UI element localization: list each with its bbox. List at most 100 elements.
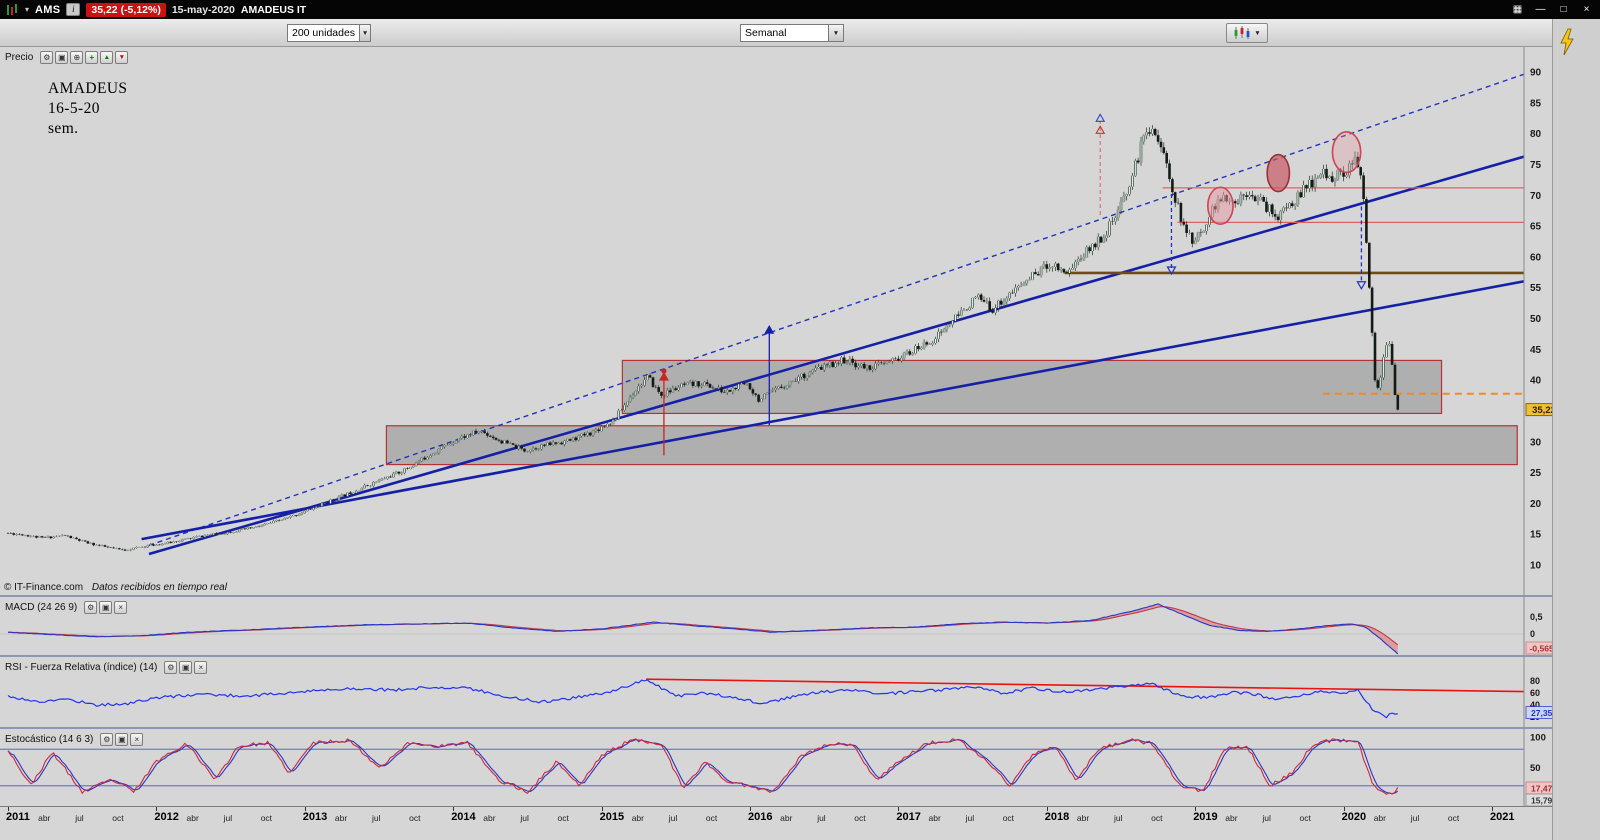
lightning-icon[interactable] bbox=[1558, 28, 1576, 56]
annotation-line: sem. bbox=[48, 120, 79, 137]
wrench-icon[interactable]: ⚙ bbox=[164, 661, 178, 674]
target-icon[interactable]: ⊕ bbox=[70, 51, 84, 64]
year-tick bbox=[1492, 807, 1493, 811]
axis-tick-label: 30 bbox=[1530, 437, 1542, 448]
right-sidebar-strip[interactable] bbox=[1552, 19, 1600, 840]
axis-month-label: abr bbox=[928, 813, 941, 823]
axis-month-label: jul bbox=[1410, 813, 1420, 823]
axis-month-label: jul bbox=[1262, 813, 1271, 823]
rsi-trendline[interactable] bbox=[646, 678, 1539, 693]
rsi-panel[interactable]: 8060402027,352 RSI - Fuerza Relativa (ín… bbox=[0, 655, 1563, 727]
axis-month-label: oct bbox=[854, 813, 866, 823]
macd-signal-line bbox=[8, 606, 1399, 646]
units-dropdown-value: 200 unidades bbox=[292, 27, 356, 39]
copyright-note: © IT-Finance.com Datos recibidos en tiem… bbox=[4, 582, 227, 593]
chevron-down-icon[interactable]: ▼ bbox=[1254, 29, 1261, 37]
sell-order-icon[interactable]: ▼ bbox=[115, 51, 129, 64]
stochastic-panel[interactable]: 100 50 17,470 15,790 Estocástico (14 6 3) ⚙… bbox=[0, 727, 1563, 807]
window-icon[interactable]: ▣ bbox=[115, 733, 129, 746]
wrench-icon[interactable]: ⚙ bbox=[100, 733, 114, 746]
axis-tick-label: 100 bbox=[1530, 733, 1546, 744]
symbol-label: AMS bbox=[35, 3, 61, 16]
axis-month-label: oct bbox=[705, 813, 718, 823]
axis-tick-label: 15 bbox=[1530, 530, 1542, 541]
axis-month-label: oct bbox=[1447, 813, 1460, 823]
axis-tick-label: 10 bbox=[1530, 561, 1542, 572]
chart-type-button[interactable]: ▼ bbox=[1226, 23, 1268, 43]
axis-year-label: 2011 bbox=[6, 811, 30, 823]
window-icon[interactable]: ▣ bbox=[179, 661, 193, 674]
window-icon[interactable]: ▣ bbox=[55, 51, 69, 64]
arrowhead-down bbox=[1356, 281, 1367, 290]
axis-month-label: jul bbox=[668, 813, 678, 823]
price-chart[interactable]: 908580757065605550454035302520151035,22 bbox=[0, 47, 1563, 595]
rsi-panel-header: RSI - Fuerza Relativa (índice) (14) ⚙ ▣ … bbox=[3, 661, 208, 674]
info-button[interactable]: i bbox=[66, 3, 81, 16]
axis-year-label: 2018 bbox=[1044, 811, 1070, 823]
close-icon[interactable]: × bbox=[114, 601, 128, 614]
macd-chart[interactable]: 0,5 0 -0,5650 bbox=[0, 597, 1563, 655]
axis-year-label: 2019 bbox=[1193, 811, 1218, 823]
stochastic-d-line bbox=[7, 738, 1399, 795]
titlebar: ▾ AMS i 35,22 (-5,12%) 15-may-2020 AMADE… bbox=[0, 0, 1600, 19]
year-tick bbox=[898, 807, 900, 811]
axis-tick-label: 80 bbox=[1530, 129, 1542, 140]
year-tick bbox=[1046, 807, 1048, 811]
wrench-icon[interactable]: ⚙ bbox=[84, 601, 98, 614]
year-tick bbox=[8, 807, 9, 811]
annotation-ellipse[interactable] bbox=[1266, 153, 1291, 193]
value-tag-label: 27,352 bbox=[1531, 708, 1552, 718]
minimize-button[interactable]: — bbox=[1535, 4, 1546, 15]
annotation-ellipse[interactable] bbox=[1331, 130, 1362, 174]
marker-dot bbox=[661, 368, 667, 374]
support-zone bbox=[621, 359, 1443, 415]
axis-tick-label: 75 bbox=[1530, 160, 1542, 171]
maximize-button[interactable]: □ bbox=[1560, 4, 1567, 15]
add-indicator-icon[interactable]: + bbox=[85, 51, 99, 64]
stochastic-panel-header: Estocástico (14 6 3) ⚙ ▣ × bbox=[3, 733, 144, 746]
timeframe-dropdown[interactable]: Semanal ▼ bbox=[740, 24, 844, 42]
chevron-down-icon[interactable]: ▼ bbox=[359, 25, 370, 41]
keyboard-icon[interactable]: ▦ bbox=[1512, 4, 1523, 15]
titlebar-date: 15-may-2020 bbox=[171, 3, 235, 16]
copyright-text: © IT-Finance.com bbox=[4, 582, 84, 593]
close-button[interactable]: × bbox=[1583, 4, 1590, 15]
down-candles bbox=[6, 129, 1400, 551]
axis-tick-label: 50 bbox=[1530, 763, 1541, 774]
price-panel[interactable]: 908580757065605550454035302520151035,22 … bbox=[0, 47, 1563, 595]
units-dropdown[interactable]: 200 unidades ▼ bbox=[287, 24, 371, 42]
trendline[interactable] bbox=[148, 69, 1540, 546]
axis-month-label: oct bbox=[1299, 813, 1311, 823]
trendline[interactable] bbox=[141, 278, 1540, 541]
axis-month-label: jul bbox=[75, 813, 84, 823]
wrench-icon[interactable]: ⚙ bbox=[40, 51, 54, 64]
window-icon[interactable]: ▣ bbox=[99, 601, 113, 614]
arrowhead-up bbox=[658, 371, 669, 381]
close-icon[interactable]: × bbox=[130, 733, 144, 746]
timeframe-dropdown-value: Semanal bbox=[745, 27, 787, 39]
axis-tick-label: 45 bbox=[1530, 345, 1542, 356]
macd-plot bbox=[0, 603, 1524, 655]
axis-tick-label: 85 bbox=[1530, 98, 1542, 109]
annotation-ellipse[interactable] bbox=[1207, 186, 1234, 226]
year-tick bbox=[1343, 807, 1345, 811]
axis-month-label: oct bbox=[112, 813, 124, 823]
up-candles-fill bbox=[16, 129, 1390, 551]
axis-tick-label: 40 bbox=[1530, 700, 1540, 710]
year-tick bbox=[1195, 807, 1197, 811]
symbol-dropdown-caret[interactable]: ▾ bbox=[25, 5, 30, 14]
rsi-chart[interactable]: 8060402027,352 bbox=[0, 657, 1563, 727]
buy-order-icon[interactable]: ▲ bbox=[100, 51, 114, 64]
chevron-down-icon[interactable]: ▼ bbox=[828, 25, 843, 41]
trendline[interactable] bbox=[148, 152, 1540, 556]
toolbar: 200 unidades ▼ Semanal ▼ ▼ bbox=[0, 19, 1600, 47]
axis-month-label: jul bbox=[223, 813, 233, 823]
axis-month-label: abr bbox=[38, 813, 51, 823]
macd-panel[interactable]: 0,5 0 -0,5650 MACD (24 26 9) ⚙ ▣ × bbox=[0, 595, 1563, 655]
annotation-line: AMADEUS bbox=[48, 80, 128, 97]
stochastic-k-line bbox=[7, 738, 1399, 795]
candlestick-icon bbox=[1233, 26, 1251, 40]
price-panel-header: Precio ⚙ ▣ ⊕ + ▲ ▼ bbox=[3, 51, 129, 64]
stochastic-chart[interactable]: 100 50 17,470 15,790 bbox=[0, 729, 1563, 807]
close-icon[interactable]: × bbox=[194, 661, 208, 674]
